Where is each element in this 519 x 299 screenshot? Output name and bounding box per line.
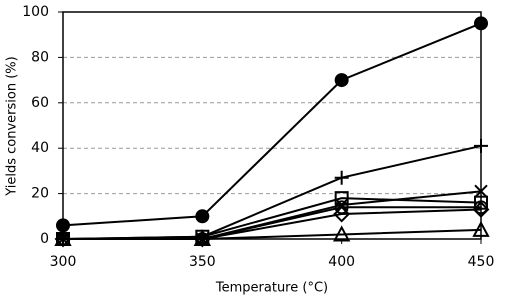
y-tick-label: 80: [31, 49, 49, 65]
marker: [472, 220, 490, 237]
marker: [474, 195, 488, 210]
x-tick-label: 400: [328, 254, 355, 270]
series-line: [62, 197, 482, 240]
marker: [195, 209, 210, 224]
marker: [334, 73, 349, 88]
marker: [474, 16, 488, 31]
marker: [56, 218, 70, 233]
marker: [193, 229, 212, 246]
series-line: [63, 228, 482, 240]
marker: [332, 225, 351, 242]
series-line: [62, 144, 482, 240]
series-line: [62, 22, 482, 227]
marker: [334, 191, 349, 206]
marker: [472, 201, 490, 218]
y-tick-label: 60: [31, 95, 49, 111]
y-tick-label: 40: [31, 140, 49, 156]
y-tick-label: 20: [31, 186, 49, 202]
y-tick-label: 100: [22, 4, 49, 20]
x-tick-label: 300: [50, 254, 77, 270]
marker: [334, 200, 349, 215]
x-axis-title: Temperature (°C): [215, 281, 328, 296]
marker: [474, 184, 488, 199]
marker: [474, 138, 488, 153]
x-tick-label: 450: [468, 254, 495, 270]
marker: [54, 229, 72, 246]
y-tick-label: 0: [40, 231, 49, 247]
plot-frame: [62, 11, 482, 240]
marker: [334, 170, 349, 185]
series-line: [63, 208, 482, 240]
marker: [333, 205, 351, 223]
x-tick-label: 350: [189, 254, 216, 270]
y-axis-title: Yields conversion (%): [5, 56, 20, 196]
